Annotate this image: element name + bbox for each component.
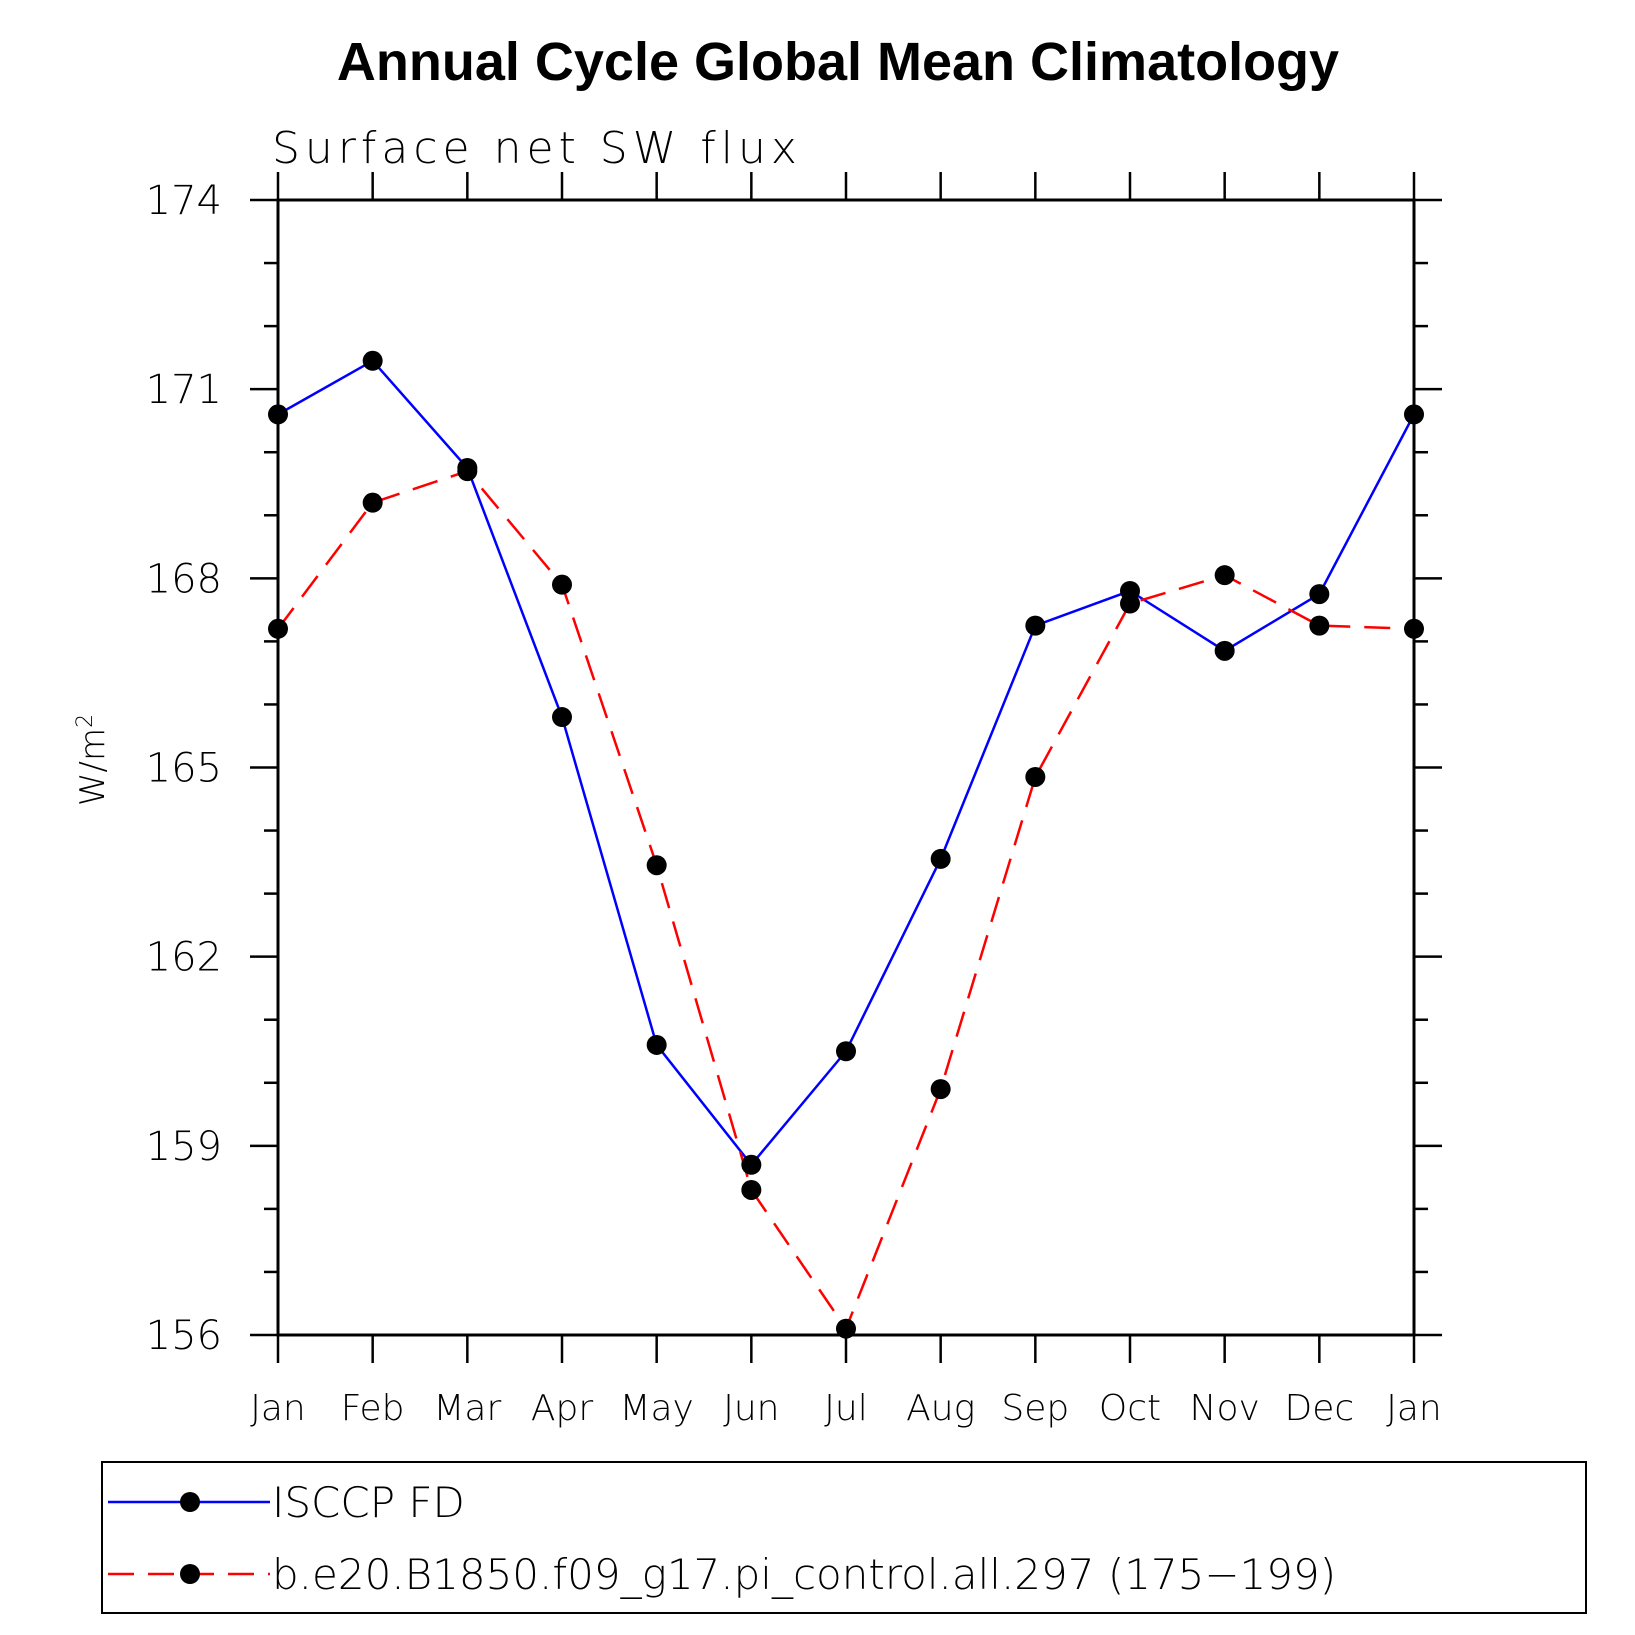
y-tick-label: 171 — [146, 367, 222, 413]
series-1-point — [1025, 766, 1046, 787]
x-tick-label: Jan — [1386, 1388, 1442, 1429]
y-tick-label: 156 — [146, 1313, 222, 1359]
x-tick-label: Feb — [341, 1388, 405, 1429]
series-0-point — [1309, 584, 1330, 605]
legend-marker-0 — [180, 1492, 200, 1512]
series-1-point — [1404, 618, 1424, 639]
x-tick-label: Sep — [1001, 1388, 1069, 1429]
x-tick-label: May — [619, 1388, 693, 1429]
series-line-1 — [277, 469, 1415, 1332]
legend-marker-1 — [180, 1564, 200, 1584]
y-tick-label: 159 — [146, 1124, 222, 1170]
x-tick-label: Apr — [531, 1388, 593, 1429]
series-0-point — [836, 1041, 856, 1062]
axes — [250, 172, 1442, 1363]
series-1-point — [836, 1318, 856, 1339]
y-tick-label: 162 — [146, 935, 222, 981]
y-tick-labels: 174 171 168 165 162 159 156 — [146, 178, 222, 1359]
legend-label-0: ISCCP FD — [272, 1478, 465, 1527]
series-0-point — [268, 404, 288, 425]
chart-subtitle: Surface net SW flux — [272, 123, 802, 174]
legend-entries: ISCCP FD b.e20.B1850.f09_g17.pi_control.a… — [108, 1478, 1336, 1599]
series-1-point — [1309, 615, 1330, 636]
legend-box — [101, 1461, 1587, 1614]
series-1-point — [362, 492, 383, 513]
legend-label-1: b.e20.B1850.f09_g17.pi_control.all.297 (… — [272, 1550, 1336, 1599]
series-group — [268, 350, 1424, 1339]
series-0-point — [930, 848, 951, 869]
y-tick-label: 168 — [146, 556, 222, 602]
x-tick-label: Oct — [1099, 1388, 1161, 1429]
x-tick-labels: Jan Feb Mar Apr May Jun Jul Aug Sep Oct Nov Dec Jan — [250, 1388, 1442, 1429]
x-tick-label: Aug — [906, 1388, 975, 1429]
x-tick-label: Jun — [723, 1388, 779, 1429]
series-0-point — [362, 350, 383, 371]
series-0-point — [1214, 640, 1235, 661]
y-tick-label: 165 — [146, 746, 222, 792]
plot-frame — [276, 198, 1416, 1337]
series-1-point — [646, 855, 667, 876]
x-tick-label: Jul — [824, 1388, 867, 1429]
y-axis-label: W/m2 — [73, 714, 114, 806]
x-tick-label: Dec — [1284, 1388, 1354, 1429]
x-tick-label: Nov — [1190, 1388, 1260, 1429]
series-1-point — [552, 574, 572, 595]
series-0-point — [741, 1154, 762, 1175]
y-tick-label: 174 — [146, 178, 222, 224]
series-0-point — [552, 707, 572, 728]
x-tick-label: Jan — [250, 1388, 306, 1429]
series-1-point — [1214, 565, 1235, 586]
legend: ISCCP FD b.e20.B1850.f09_g17.pi_control.a… — [101, 1461, 1587, 1614]
series-1-point — [1120, 593, 1140, 614]
chart-title: Annual Cycle Global Mean Climatology — [337, 32, 1339, 92]
series-0-point — [1404, 404, 1424, 425]
series-1-point — [457, 461, 478, 482]
series-1-point — [741, 1179, 762, 1200]
y-axis-label-superscript: 2 — [73, 714, 98, 728]
series-1-point — [268, 618, 288, 639]
series-0-point — [646, 1034, 667, 1055]
y-axis-label-text: W/m — [73, 728, 113, 806]
series-0-point — [1025, 615, 1046, 636]
x-tick-label: Mar — [433, 1388, 501, 1429]
series-1-point — [930, 1079, 951, 1100]
